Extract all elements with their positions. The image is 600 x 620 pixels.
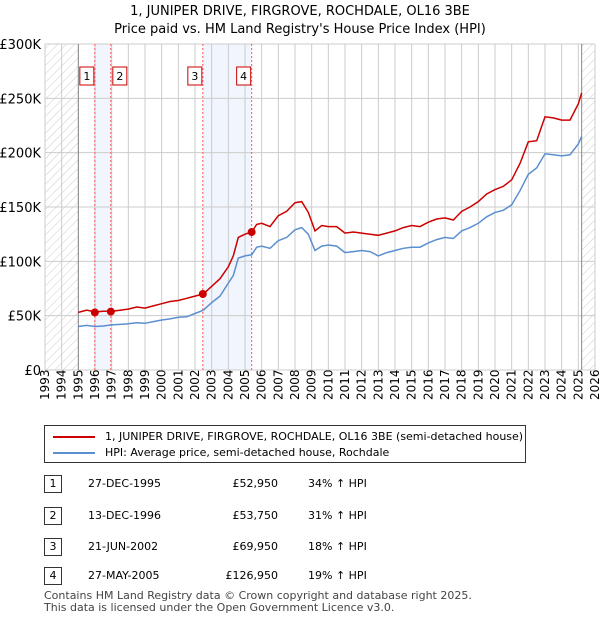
- sale-price: £53,750: [232, 509, 279, 522]
- sale-number-label: 1: [83, 70, 90, 83]
- sale-row: 1 27-DEC-1995 £52,950 34% ↑ HPI: [44, 475, 444, 495]
- sale-number-box: [187, 66, 203, 86]
- series-line: [78, 136, 583, 328]
- y-tick-label: £150K: [0, 201, 41, 216]
- sale-point: [106, 307, 115, 316]
- x-tick-label: 2014: [388, 369, 402, 400]
- x-tick-label: 2017: [438, 369, 452, 400]
- y-tick-label: £200K: [0, 147, 41, 162]
- sale-hpi-diff: 31% ↑ HPI: [308, 509, 367, 522]
- x-tick-label: 2026: [588, 369, 600, 400]
- y-tick-label: £300K: [0, 38, 41, 53]
- x-tick-label: 2000: [155, 369, 169, 400]
- series-line: [78, 92, 583, 314]
- x-tick-label: 1996: [88, 369, 102, 400]
- x-tick-label: 2012: [355, 369, 369, 400]
- y-tick-label: £250K: [0, 92, 41, 107]
- sale-number: 3: [44, 538, 62, 556]
- footer-line: This data is licensed under the Open Gov…: [44, 601, 395, 614]
- sale-hpi-diff: 19% ↑ HPI: [308, 569, 367, 582]
- x-tick-label: 1999: [138, 369, 152, 400]
- chart-subtitle: Price paid vs. HM Land Registry's House …: [114, 22, 486, 37]
- sale-date: 21-JUN-2002: [88, 540, 159, 553]
- x-tick-label: 1994: [55, 369, 69, 400]
- sale-row: 3 21-JUN-2002 £69,950 18% ↑ HPI: [44, 538, 444, 558]
- sale-number-box: [112, 66, 128, 86]
- y-tick-label: £50K: [8, 310, 42, 325]
- sale-point: [90, 308, 99, 317]
- sale-date: 27-DEC-1995: [88, 477, 162, 490]
- x-tick-label: 2013: [371, 369, 385, 400]
- sale-row: 2 13-DEC-1996 £53,750 31% ↑ HPI: [44, 507, 444, 527]
- legend-label: HPI: Average price, semi-detached house,…: [105, 446, 390, 459]
- x-tick-label: 2021: [505, 369, 519, 400]
- sale-point: [198, 289, 207, 298]
- x-tick-label: 1993: [38, 369, 52, 400]
- sale-row: 4 27-MAY-2005 £126,950 19% ↑ HPI: [44, 567, 444, 587]
- legend: 1, JUNIPER DRIVE, FIRGROVE, ROCHDALE, OL…: [44, 425, 526, 463]
- sale-number-label: 4: [240, 70, 247, 83]
- sale-number-label: 2: [116, 70, 123, 83]
- sale-date: 27-MAY-2005: [88, 569, 160, 582]
- x-tick-label: 2024: [555, 369, 569, 400]
- x-tick-label: 2010: [321, 369, 335, 400]
- x-tick-label: 2007: [271, 369, 285, 400]
- x-tick-label: 2005: [238, 369, 252, 400]
- price-chart: 1993 1994 1995 1996 1997 1998 1999 2000 2001 2002…: [0, 38, 600, 400]
- sale-price: £52,950: [232, 477, 279, 490]
- x-tick-label: 1997: [105, 369, 119, 400]
- sale-number-label: 3: [191, 70, 198, 83]
- legend-swatch-blue: [53, 451, 95, 454]
- legend-swatch-red: [53, 435, 95, 438]
- x-tick-label: 2002: [188, 369, 202, 400]
- legend-item-property: 1, JUNIPER DRIVE, FIRGROVE, ROCHDALE, OL…: [53, 430, 523, 443]
- x-tick-label: 2018: [455, 369, 469, 400]
- y-tick-label: £0: [24, 364, 41, 379]
- sale-number: 1: [44, 475, 62, 493]
- sale-number: 4: [44, 567, 62, 585]
- legend-label: 1, JUNIPER DRIVE, FIRGROVE, ROCHDALE, OL…: [105, 430, 524, 443]
- x-tick-label: 2001: [171, 369, 185, 400]
- sale-point: [247, 228, 256, 237]
- x-tick-label: 2025: [571, 369, 585, 400]
- sale-number: 2: [44, 507, 62, 525]
- sale-number-box: [79, 66, 95, 86]
- x-tick-label: 2016: [421, 369, 435, 400]
- x-tick-label: 2003: [205, 369, 219, 400]
- sale-date: 13-DEC-1996: [88, 509, 162, 522]
- sale-number-box: [236, 66, 252, 86]
- x-tick-label: 2023: [538, 369, 552, 400]
- x-tick-label: 2006: [255, 369, 269, 400]
- y-tick-label: £100K: [0, 255, 41, 270]
- sale-hpi-diff: 18% ↑ HPI: [308, 540, 367, 553]
- x-tick-label: 2008: [288, 369, 302, 400]
- sale-price: £126,950: [225, 569, 279, 582]
- x-tick-label: 1995: [71, 369, 85, 400]
- x-tick-label: 2022: [521, 369, 535, 400]
- sale-price: £69,950: [232, 540, 279, 553]
- footer-line: Contains HM Land Registry data © Crown c…: [44, 589, 472, 602]
- x-tick-label: 2020: [488, 369, 502, 400]
- x-tick-label: 2019: [471, 369, 485, 400]
- x-tick-label: 1998: [121, 369, 135, 400]
- chart-title: 1, JUNIPER DRIVE, FIRGROVE, ROCHDALE, OL…: [130, 4, 470, 19]
- sale-hpi-diff: 34% ↑ HPI: [308, 477, 367, 490]
- x-tick-label: 2004: [221, 369, 235, 400]
- x-tick-label: 2011: [338, 369, 352, 400]
- x-tick-label: 2015: [405, 369, 419, 400]
- legend-item-hpi: HPI: Average price, semi-detached house,…: [53, 446, 389, 459]
- footer: Contains HM Land Registry data © Crown c…: [44, 590, 472, 614]
- x-tick-label: 2009: [305, 369, 319, 400]
